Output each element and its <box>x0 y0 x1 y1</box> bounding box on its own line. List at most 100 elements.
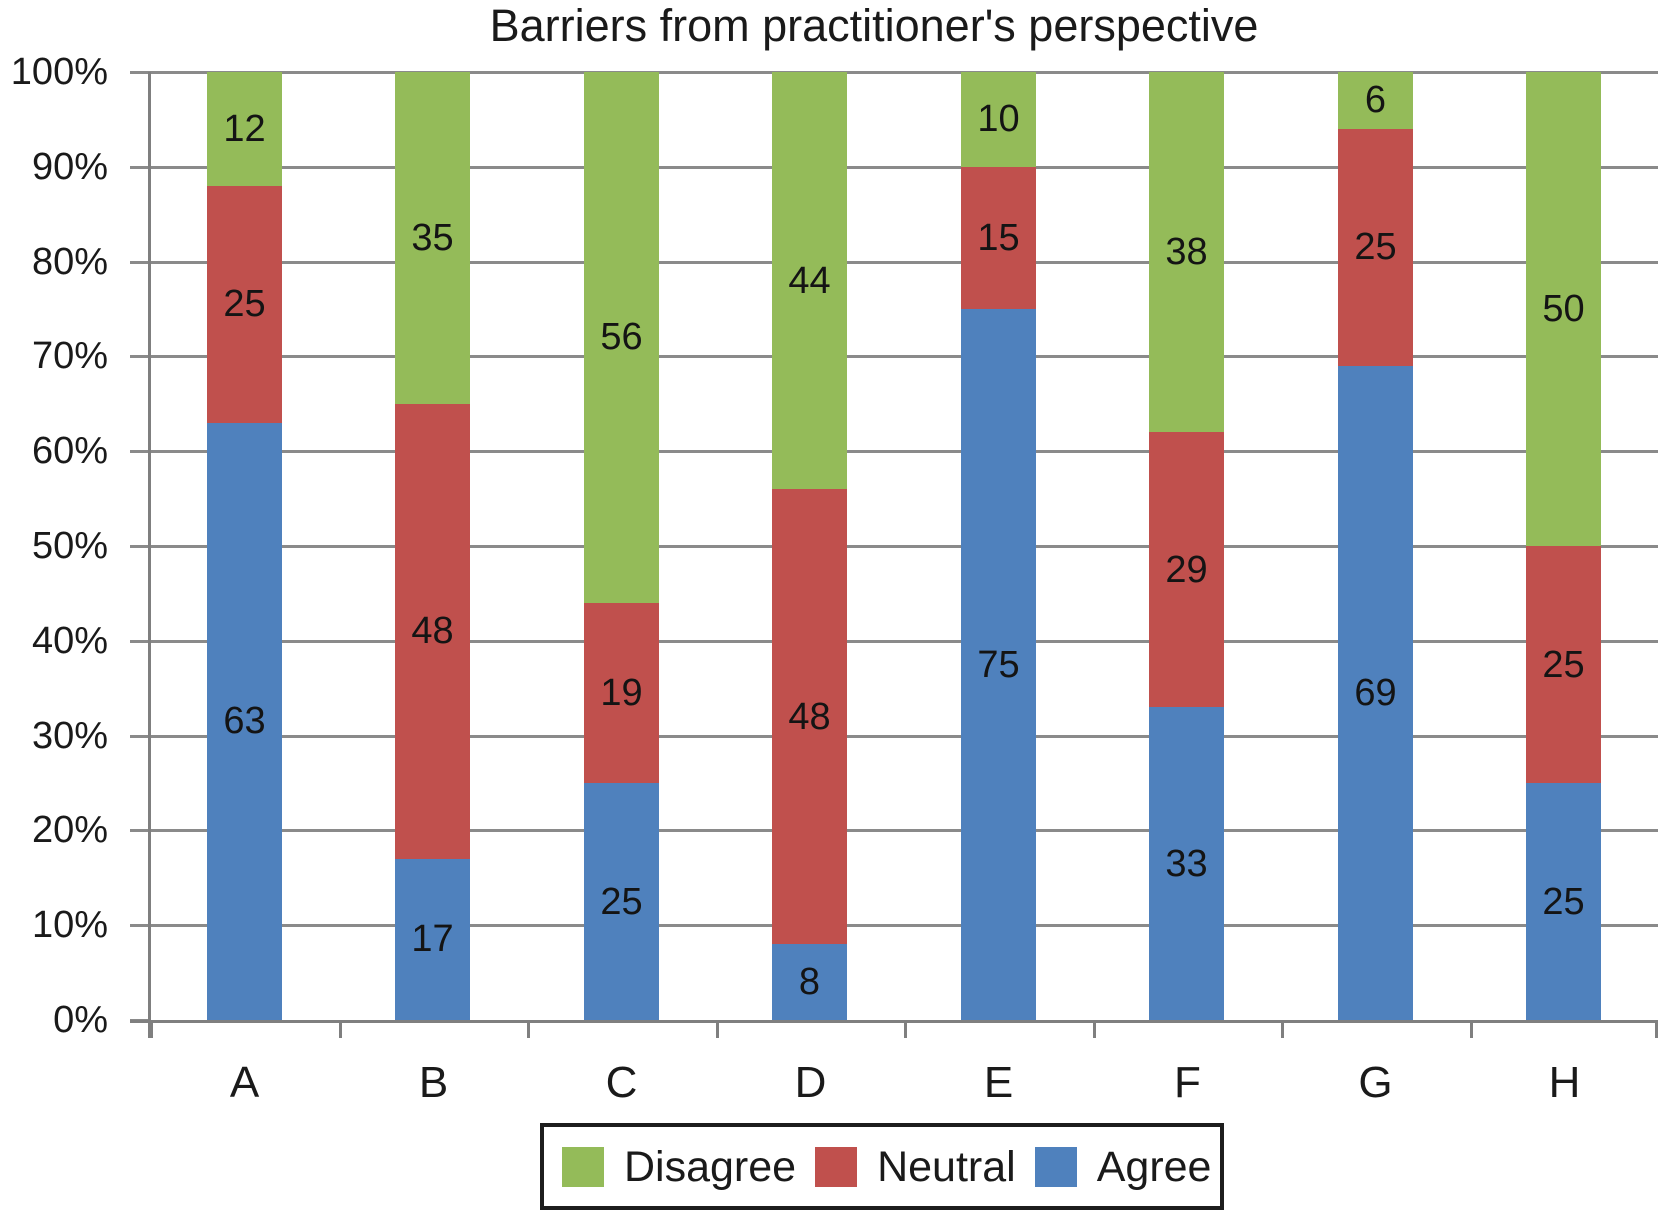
bar-value-label: 17 <box>411 918 454 961</box>
bar-segment-disagree: 44 <box>772 72 847 490</box>
bar-value-label: 10 <box>977 98 1020 141</box>
bar-value-label: 75 <box>977 643 1020 686</box>
legend-swatch-agree <box>1034 1146 1077 1187</box>
legend-label: Disagree <box>624 1142 797 1191</box>
y-axis-tick-label: 0% <box>53 999 108 1041</box>
x-axis-tick <box>1470 1023 1473 1038</box>
x-axis-category-label: H <box>1548 1058 1581 1107</box>
bar-segment-agree: 69 <box>1338 365 1413 1020</box>
legend-item-agree: Agree <box>1034 1142 1212 1191</box>
bar-segment-agree: 25 <box>1526 783 1601 1020</box>
bar-segment-disagree: 50 <box>1526 72 1601 546</box>
chart-title: Barriers from practitioner's perspective <box>489 0 1259 51</box>
x-axis-tick <box>150 1023 153 1038</box>
bar-value-label: 29 <box>1165 548 1208 591</box>
bar-segment-neutral: 29 <box>1149 432 1224 708</box>
y-axis-tick-label: 20% <box>31 809 108 851</box>
x-axis-category-label: E <box>983 1058 1014 1107</box>
bar-value-label: 63 <box>223 700 266 743</box>
bar-segment-disagree: 38 <box>1149 72 1224 433</box>
legend-item-neutral: Neutral <box>815 1144 1016 1190</box>
gridline <box>130 355 1658 358</box>
bar-segment-neutral: 15 <box>961 166 1036 309</box>
bar-segment-disagree: 12 <box>207 72 282 186</box>
y-axis-tick-label: 100% <box>10 51 108 93</box>
bar-value-label: 56 <box>600 316 643 359</box>
bar-value-label: 25 <box>1542 880 1585 923</box>
y-axis-line <box>148 72 151 1038</box>
bar-value-label: 38 <box>1165 231 1208 274</box>
bar-value-label: 25 <box>223 283 266 326</box>
y-axis-tick-label: 80% <box>31 241 108 283</box>
x-axis-category-label: C <box>605 1058 638 1107</box>
bar-value-label: 48 <box>788 695 831 738</box>
y-axis-tick-label: 10% <box>31 904 108 946</box>
x-axis-category-label: F <box>1174 1058 1201 1107</box>
bar-value-label: 12 <box>223 107 266 150</box>
bar-value-label: 8 <box>798 961 821 1004</box>
gridline <box>130 261 1658 264</box>
x-axis-tick <box>1281 1023 1284 1038</box>
y-axis-tick-label: 40% <box>31 620 108 662</box>
x-axis-category-label: B <box>418 1058 449 1107</box>
x-axis-tick <box>527 1023 530 1038</box>
bar-value-label: 69 <box>1354 671 1397 714</box>
x-axis-tick <box>339 1023 342 1038</box>
x-axis-tick <box>1093 1023 1096 1038</box>
gridline <box>130 71 1658 74</box>
y-axis-tick-label: 30% <box>31 715 108 757</box>
gridline <box>130 829 1658 832</box>
bar-segment-neutral: 48 <box>395 403 470 859</box>
legend: Disagree Neutral Agree <box>540 1123 1225 1210</box>
bar-value-label: 48 <box>411 610 454 653</box>
x-axis-tick <box>904 1023 907 1038</box>
bar-segment-disagree: 56 <box>584 72 659 603</box>
legend-swatch-neutral <box>815 1146 858 1187</box>
bar-segment-neutral: 25 <box>1526 546 1601 783</box>
bar-value-label: 25 <box>1354 226 1397 269</box>
bar-segment-neutral: 25 <box>1338 128 1413 366</box>
bar-value-label: 6 <box>1364 79 1387 122</box>
bar-segment-neutral: 48 <box>772 489 847 945</box>
bar-segment-neutral: 19 <box>584 602 659 783</box>
x-axis-category-label: A <box>229 1058 260 1107</box>
legend-label: Neutral <box>877 1142 1016 1191</box>
bar-value-label: 33 <box>1165 842 1208 885</box>
x-axis-tick <box>716 1023 719 1038</box>
x-axis-category-label: D <box>794 1058 827 1107</box>
y-axis-tick-label: 60% <box>31 430 108 472</box>
bar-value-label: 19 <box>600 671 643 714</box>
gridline <box>130 450 1658 453</box>
bar-value-label: 35 <box>411 216 454 259</box>
bar-value-label: 25 <box>600 880 643 923</box>
x-axis-category-label: G <box>1358 1058 1393 1107</box>
gridline <box>130 735 1658 738</box>
bar-segment-agree: 17 <box>395 858 470 1020</box>
bar-segment-disagree: 10 <box>961 72 1036 167</box>
gridline <box>130 924 1658 927</box>
legend-item-disagree: Disagree <box>562 1144 796 1190</box>
y-axis-tick-label: 50% <box>31 525 108 567</box>
gridline <box>130 545 1658 548</box>
x-axis-line <box>130 1020 1658 1023</box>
bar-segment-agree: 63 <box>207 422 282 1020</box>
bar-segment-agree: 25 <box>584 783 659 1020</box>
legend-label: Agree <box>1096 1142 1212 1191</box>
gridline <box>130 640 1658 643</box>
bar-value-label: 44 <box>788 259 831 302</box>
legend-swatch-disagree <box>562 1146 604 1187</box>
bar-segment-neutral: 25 <box>207 185 282 423</box>
y-axis-tick-label: 90% <box>31 146 108 188</box>
bar-segment-agree: 75 <box>961 309 1036 1020</box>
bar-segment-agree: 8 <box>772 944 847 1020</box>
bar-value-label: 25 <box>1542 643 1585 686</box>
gridline <box>130 166 1658 169</box>
bar-value-label: 15 <box>977 216 1020 259</box>
bar-segment-agree: 33 <box>1149 707 1224 1020</box>
bar-value-label: 50 <box>1542 288 1585 330</box>
y-axis-tick-label: 70% <box>31 335 108 377</box>
bar-segment-disagree: 35 <box>395 72 470 404</box>
bar-segment-disagree: 6 <box>1338 72 1413 129</box>
x-axis-tick <box>1655 1023 1658 1038</box>
